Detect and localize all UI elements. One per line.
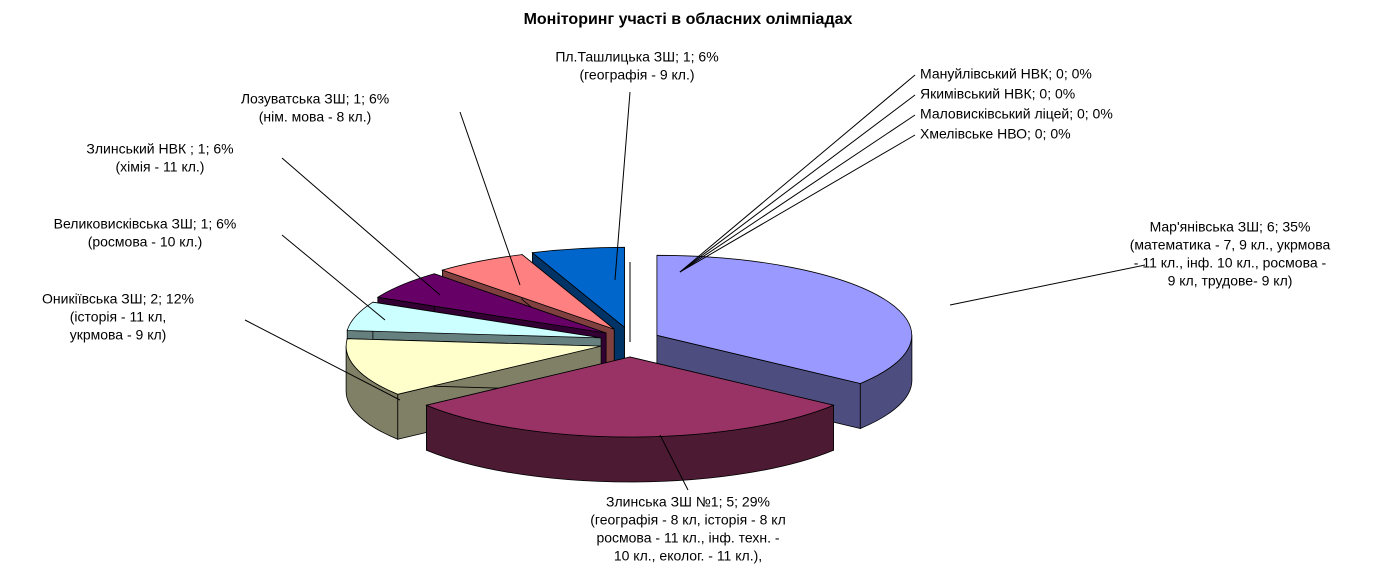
data-note: (історія - 11 кл, bbox=[70, 309, 167, 325]
data-note: (математика - 7, 9 кл., укрмова bbox=[1130, 237, 1331, 253]
data-label: Мар'янівська ЗШ; 6; 35% bbox=[1150, 219, 1311, 235]
leader-line bbox=[679, 134, 916, 273]
leader-line bbox=[679, 94, 916, 273]
slice bbox=[376, 273, 607, 334]
data-note: (географія - 9 кл.) bbox=[579, 67, 694, 83]
data-label: Хмелівське НВО; 0; 0% bbox=[920, 126, 1071, 142]
data-note: (нім. мова - 8 кл.) bbox=[259, 109, 372, 125]
data-note: укрмова - 9 кл) bbox=[70, 327, 167, 343]
slice bbox=[346, 301, 602, 339]
data-label: Мануйлівський НВК; 0; 0% bbox=[920, 66, 1092, 82]
leader-line bbox=[679, 114, 916, 273]
leader-line bbox=[949, 264, 1146, 306]
slice bbox=[531, 246, 625, 329]
leader-line bbox=[281, 157, 441, 296]
leader-line bbox=[679, 74, 916, 273]
data-note: - 11 кл., інф. 10 кл., росмова - bbox=[1134, 255, 1327, 271]
data-label: Злинський НВК ; 1; 6% bbox=[86, 141, 233, 157]
data-note: росмова - 11 кл., інф. техн. - bbox=[596, 530, 779, 546]
chart-title: Моніторинг участі в обласних олімпіадах bbox=[524, 11, 853, 28]
data-label: Якимівський НВК; 0; 0% bbox=[920, 86, 1075, 102]
leader-line bbox=[244, 319, 401, 401]
data-label: Пл.Ташлицька ЗШ; 1; 6% bbox=[555, 49, 718, 65]
leader-line bbox=[614, 91, 631, 281]
data-label: Лозуватська ЗШ; 1; 6% bbox=[241, 91, 389, 107]
data-note: 9 кл, трудове- 9 кл) bbox=[1168, 273, 1293, 289]
data-note: (географія - 8 кл, історія - 8 кл bbox=[590, 512, 785, 528]
slice bbox=[441, 254, 615, 330]
slice bbox=[656, 254, 913, 384]
data-label: Великовисківська ЗШ; 1; 6% bbox=[54, 216, 237, 232]
data-note: 10 кл., еколог. - 11 кл.), bbox=[614, 548, 762, 564]
slice bbox=[345, 338, 602, 395]
slice bbox=[425, 356, 835, 438]
leader-line bbox=[459, 111, 521, 286]
data-label: Оникіївська ЗШ; 2; 12% bbox=[42, 291, 194, 307]
data-label: Маловисківський ліцей; 0; 0% bbox=[920, 106, 1113, 122]
data-note: (хімія - 11 кл.) bbox=[116, 159, 205, 175]
data-label: Злинська ЗШ №1; 5; 29% bbox=[606, 494, 770, 510]
data-note: (росмова - 10 кл.) bbox=[88, 234, 203, 250]
leader-line bbox=[281, 234, 386, 321]
leader-line bbox=[659, 434, 689, 491]
